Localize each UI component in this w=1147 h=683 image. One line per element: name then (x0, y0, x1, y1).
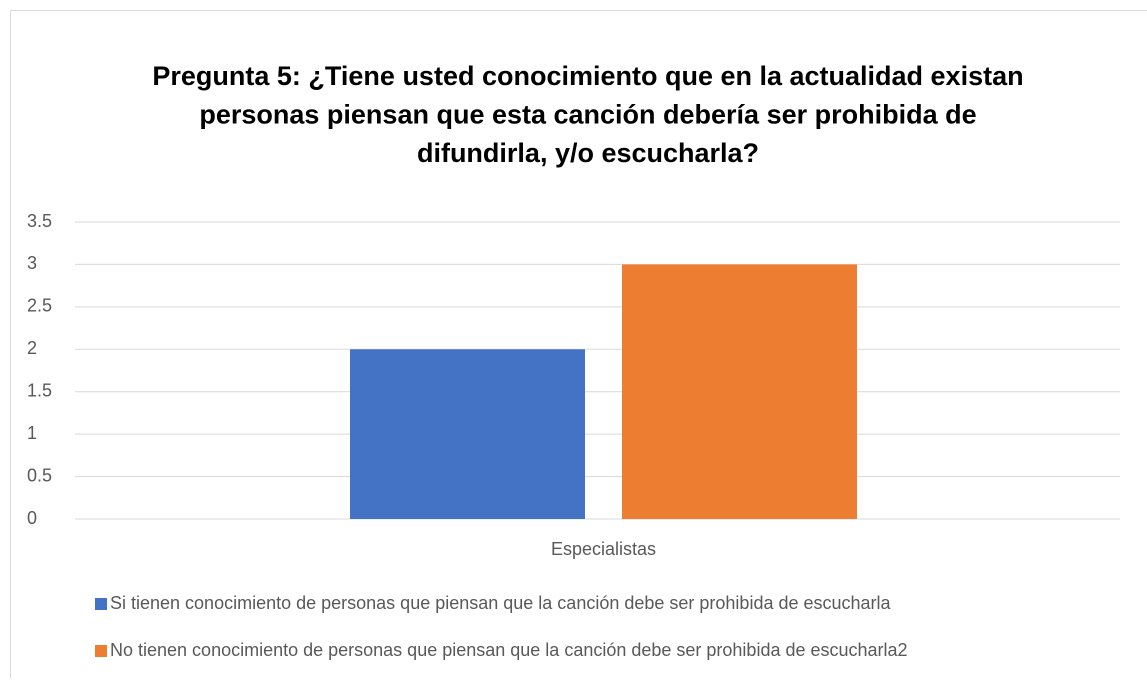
chart-title: difundirla, y/o escucharla? (417, 138, 759, 168)
y-tick-label: 2 (27, 338, 37, 358)
x-tick-label: Especialistas (551, 539, 656, 559)
y-tick-label: 1.5 (27, 380, 52, 400)
chart-title: personas piensan que esta canción deberí… (199, 100, 976, 130)
chart-title: Pregunta 5: ¿Tiene usted conocimiento qu… (152, 61, 1023, 91)
legend-swatch (95, 645, 107, 657)
legend-swatch (95, 598, 107, 610)
y-tick-label: 1 (27, 423, 37, 443)
y-tick-label: 0.5 (27, 465, 52, 485)
legend-label: No tienen conocimiento de personas que p… (110, 640, 908, 660)
y-tick-label: 3 (27, 253, 37, 273)
y-tick-label: 3.5 (27, 211, 52, 231)
y-tick-label: 0 (27, 508, 37, 528)
bar (350, 349, 585, 519)
y-tick-label: 2.5 (27, 296, 52, 316)
legend-label: Si tienen conocimiento de personas que p… (110, 593, 892, 613)
bar (622, 264, 857, 519)
